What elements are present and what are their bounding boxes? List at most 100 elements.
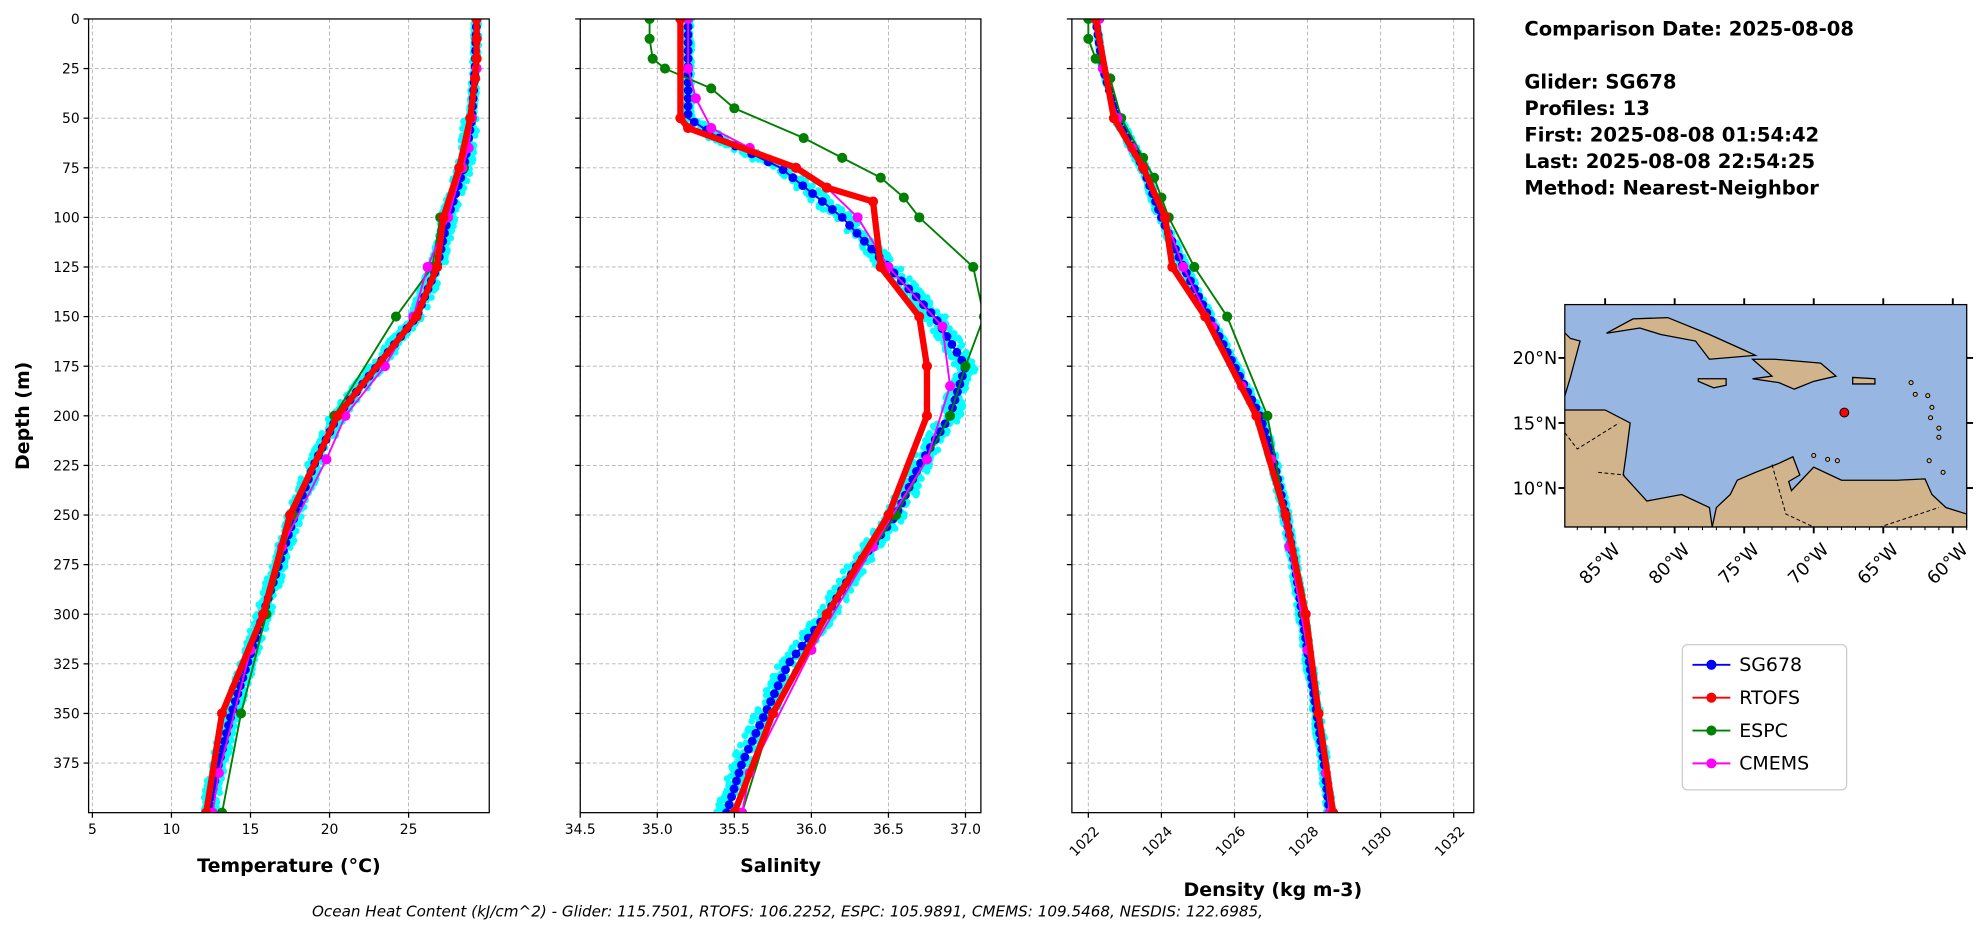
sg678-point	[751, 728, 761, 738]
x-tick-label: 1028	[1286, 824, 1322, 860]
glider-profile-point	[799, 634, 806, 642]
x-tick-label: 15	[242, 822, 260, 838]
legend-entry-rtofs: RTOFS	[1692, 687, 1800, 709]
sg678-point	[852, 228, 862, 238]
sg678-point	[777, 673, 787, 683]
legend-entry-sg678: SG678	[1692, 654, 1802, 676]
rtofs-point	[1328, 807, 1339, 813]
cmems-point	[683, 18, 694, 25]
sg678-point	[837, 212, 847, 222]
sg678-point	[788, 173, 798, 183]
x-tick-label: 34.5	[565, 822, 596, 838]
espc-point	[706, 83, 717, 94]
rtofs-line	[677, 18, 931, 813]
glider-profile-point	[447, 234, 455, 242]
sg678-point	[758, 712, 768, 722]
rtofs-point	[1167, 261, 1178, 273]
rtofs-point	[867, 196, 879, 207]
glider-profile-point	[748, 718, 755, 725]
legend: SG678 RTOFS ESPC CMEMS	[1681, 643, 1848, 791]
glider-profile-point	[713, 808, 720, 813]
cmems-point	[321, 454, 332, 465]
sg678-point	[818, 197, 827, 206]
y-tick-label: 200	[53, 409, 80, 425]
glider-profile-point	[947, 353, 955, 361]
espc-point	[1090, 53, 1101, 64]
rtofs-point	[1090, 18, 1101, 25]
sg678-point	[808, 189, 818, 198]
hispaniola-land	[1750, 358, 1838, 390]
rtofs-point	[1280, 509, 1291, 521]
glider-profile-point	[960, 387, 968, 394]
sg678-point	[778, 165, 788, 175]
glider-profile-point	[839, 568, 847, 575]
lon-tick-label: 65°W	[1854, 540, 1903, 589]
espc-point	[875, 172, 886, 183]
espc-point	[659, 63, 671, 74]
rtofs-point	[1138, 162, 1149, 173]
glider-profile-point	[819, 603, 827, 611]
sg678-point	[683, 109, 693, 119]
rtofs-point	[1251, 410, 1262, 421]
island-land	[1825, 456, 1831, 462]
legend-marker	[1706, 725, 1717, 736]
rtofs-point	[729, 807, 740, 813]
cmems-line	[687, 18, 952, 813]
cmems-point	[736, 807, 748, 813]
south-america-land	[1711, 455, 1967, 528]
glider-profile-point	[906, 275, 913, 282]
glider-profile-point	[471, 132, 479, 139]
country-border	[1598, 471, 1625, 476]
lat-tick-label: 15°N	[1513, 414, 1558, 434]
rtofs-point	[1160, 212, 1171, 223]
rtofs-point	[432, 261, 443, 273]
glider-profile-point	[731, 751, 739, 759]
x-tick-label: 1032	[1432, 824, 1468, 860]
legend-marker	[1706, 692, 1717, 703]
legend-marker	[1706, 758, 1717, 769]
y-tick-label: 100	[53, 210, 80, 226]
glider-profile-point	[843, 563, 851, 570]
rtofs-point	[921, 361, 933, 372]
glider-location-marker	[1839, 407, 1850, 418]
x-tick-label: 1024	[1140, 823, 1176, 859]
axes-frame	[579, 18, 982, 814]
rtofs-point	[821, 609, 832, 620]
last-time: Last: 2025-08-08 22:54:25	[1524, 150, 1815, 173]
temperature-panel: 5 10 15 20 250255075100125150175200225250275…	[12, 12, 490, 877]
glider-profile-point	[869, 256, 876, 263]
y-tick-label: 175	[53, 359, 80, 375]
sg678-point	[781, 665, 790, 675]
sg678-point	[867, 244, 877, 254]
glider-profile-point	[807, 196, 814, 204]
sg678-point	[791, 649, 801, 659]
sg678-point	[724, 800, 734, 810]
sg678-point	[827, 205, 837, 214]
glider-profile-point	[897, 518, 905, 525]
island-land	[1940, 469, 1946, 475]
espc-point	[945, 410, 956, 421]
salinity-panel: 34.5 35.0 35.5 36.0 36.5 37.0 Salinity	[565, 18, 982, 877]
glider-name: Glider: SG678	[1524, 70, 1676, 93]
rtofs-point	[465, 113, 476, 124]
country-border	[1771, 464, 1814, 528]
lon-tick-label: 85°W	[1576, 540, 1625, 589]
rtofs-point	[258, 609, 269, 620]
x-tick-label: 36.0	[796, 822, 827, 838]
rtofs-point	[921, 410, 933, 421]
rtofs-point	[438, 212, 449, 223]
glider-profile-point	[793, 184, 800, 192]
x-tick-label: 35.0	[642, 822, 673, 838]
lat-tick-label: 10°N	[1513, 479, 1558, 499]
map-frame	[1564, 303, 1968, 528]
rtofs-point	[469, 73, 481, 84]
glider-profile-point	[736, 741, 744, 749]
sg678-point	[755, 720, 765, 730]
sg678-point	[727, 792, 736, 802]
glider-profile-point	[852, 580, 859, 587]
sg678-point	[732, 776, 741, 786]
legend-label: SG678	[1739, 654, 1802, 676]
sg678-point	[773, 681, 783, 691]
rtofs-point	[914, 311, 925, 322]
glider-profile-point	[926, 320, 934, 328]
